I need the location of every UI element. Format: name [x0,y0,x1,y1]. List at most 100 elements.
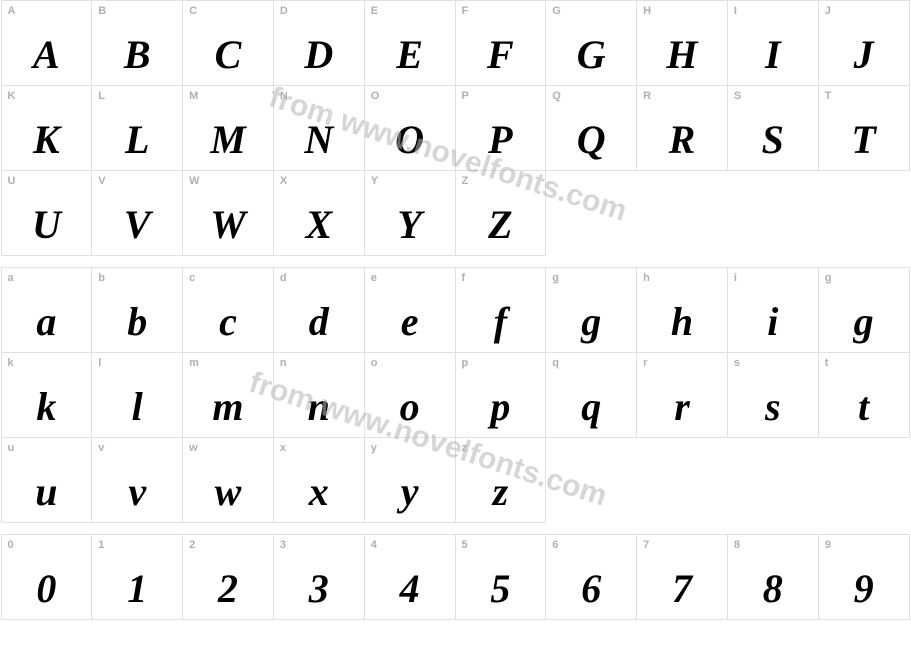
upper-cell-label: F [462,5,469,17]
upper-cell-glyph: D [274,35,364,75]
lower-cell: dd [273,267,365,353]
lower-cell-label: d [280,272,287,284]
digits-cell: 11 [91,534,183,620]
lower-cell-label: s [734,357,740,369]
lower-cell-glyph: f [456,302,546,342]
upper-cell: PP [455,85,547,171]
digits-grid: 00112233445566778899 [1,534,909,619]
upper-cell-label: B [98,5,106,17]
lower-cell: pp [455,352,547,438]
lower-cell-glyph: x [274,472,364,512]
upper-cell-label: H [643,5,651,17]
lower-cell-label: c [189,272,195,284]
upper-cell-glyph: I [728,35,818,75]
upper-cell-label: L [98,90,105,102]
lower-cell-label: f [462,272,466,284]
lower-cell: rr [636,352,728,438]
lower-cell-glyph: k [2,387,92,427]
upper-cell-label: K [8,90,16,102]
digits-cell-label: 6 [552,539,558,551]
lower-cell: gg [818,267,910,353]
upper-cell-label: Y [371,175,378,187]
lower-cell-label: b [98,272,105,284]
upper-cell: ZZ [455,170,547,256]
upper-cell-glyph: Z [456,205,546,245]
upper-cell: VV [91,170,183,256]
upper-cell-label: T [825,90,832,102]
upper-cell-glyph: R [637,120,727,160]
digits-cell: 22 [182,534,274,620]
upper-cell: DD [273,0,365,86]
upper-cell-label: W [189,175,199,187]
digits-cell-label: 4 [371,539,377,551]
lower-cell: ll [91,352,183,438]
lower-cell-glyph: h [637,302,727,342]
lower-cell-label: h [643,272,650,284]
upper-cell-label: M [189,90,198,102]
digits-cell-glyph: 4 [365,569,455,609]
lower-cell-label: m [189,357,199,369]
upper-cell: FF [455,0,547,86]
upper-cell: MM [182,85,274,171]
upper-cell-glyph: S [728,120,818,160]
upper-cell-glyph: G [546,35,636,75]
digits-cell: 33 [273,534,365,620]
lower-cell-label: p [462,357,469,369]
lower-cell: ww [182,437,274,523]
lower-cell: vv [91,437,183,523]
lower-cell: hh [636,267,728,353]
lower-cell: zz [455,437,547,523]
upper-cell-glyph: Q [546,120,636,160]
upper-cell: LL [91,85,183,171]
upper-cell-label: V [98,175,105,187]
lower-cell-glyph: t [819,387,909,427]
digits-cell-label: 3 [280,539,286,551]
upper-cell: JJ [818,0,910,86]
lower-cell-label: u [8,442,15,454]
lower-cell-glyph: q [546,387,636,427]
lower-cell: ss [727,352,819,438]
lower-cell-glyph: o [365,387,455,427]
upper-cell: AA [1,0,93,86]
upper-cell-glyph: F [456,35,546,75]
upper-cell-label: G [552,5,561,17]
digits-cell: 66 [545,534,637,620]
digits-cell-glyph: 0 [2,569,92,609]
upper-cell: UU [1,170,93,256]
upper-cell-glyph: M [183,120,273,160]
digits-cell-glyph: 8 [728,569,818,609]
lower-cell-glyph: u [2,472,92,512]
lower-cell-glyph: c [183,302,273,342]
upper-cell: QQ [545,85,637,171]
upper-cell-label: S [734,90,741,102]
lower-cell-label: o [371,357,378,369]
lower-cell-glyph: z [456,472,546,512]
lower-cell-glyph: a [2,302,92,342]
upper-cell-label: N [280,90,288,102]
lower-cell-glyph: r [637,387,727,427]
lower-cell: cc [182,267,274,353]
uppercase-grid: AABBCCDDEEFFGGHHIIJJKKLLMMNNOOPPQQRRSSTT… [1,0,909,255]
upper-cell-label: P [462,90,469,102]
lower-cell-glyph: i [728,302,818,342]
upper-cell-glyph: E [365,35,455,75]
upper-cell: SS [727,85,819,171]
lower-cell-label: g [552,272,559,284]
lower-cell-label: n [280,357,287,369]
lower-cell-label: t [825,357,829,369]
digits-cell-label: 7 [643,539,649,551]
upper-cell-glyph: Y [365,205,455,245]
upper-cell: KK [1,85,93,171]
upper-cell: BB [91,0,183,86]
upper-cell-label: A [8,5,16,17]
upper-cell: WW [182,170,274,256]
upper-cell: OO [364,85,456,171]
lower-cell-label: i [734,272,737,284]
digits-cell-label: 8 [734,539,740,551]
digits-cell: 44 [364,534,456,620]
lower-cell-glyph: g [819,302,909,342]
lower-cell: nn [273,352,365,438]
upper-cell-glyph: B [92,35,182,75]
lower-cell-label: a [8,272,14,284]
lower-cell: ii [727,267,819,353]
